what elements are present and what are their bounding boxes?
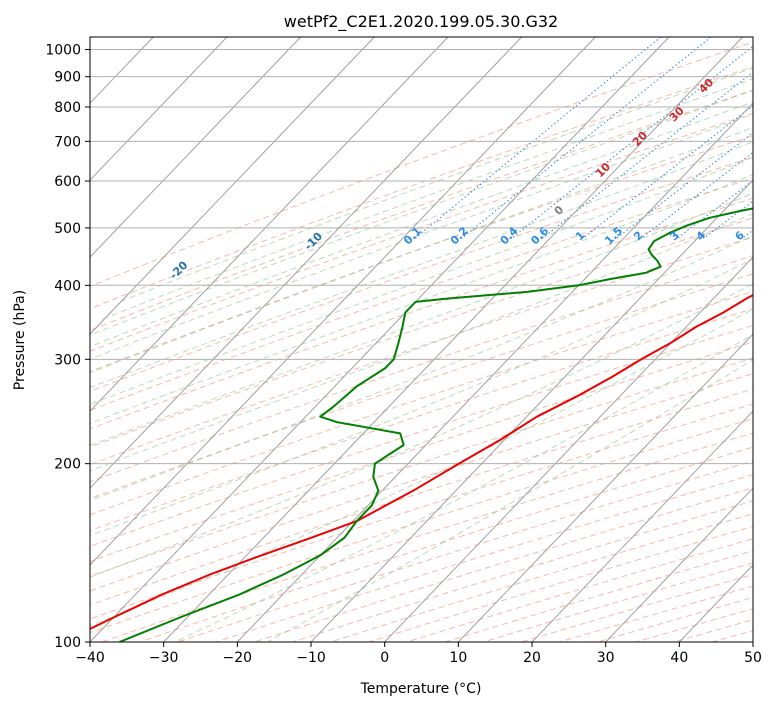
y-tick-label: 400 — [54, 278, 81, 294]
dry-adiabat-line — [90, 373, 753, 592]
y-tick-label: 200 — [54, 457, 81, 473]
isotherm-line — [90, 37, 228, 181]
dry-adiabat-line — [90, 324, 753, 547]
pressure-gridlines — [90, 49, 753, 642]
mixing-ratio-line — [511, 45, 753, 239]
plot-frame — [89, 36, 754, 643]
mixing-ratio-line — [414, 37, 662, 239]
plot-area: -100-90-80-70-60-50-40-30-20-10010203040… — [90, 37, 753, 642]
moist-adiabat-line — [174, 334, 753, 642]
isotherm-line — [163, 37, 744, 642]
y-axis-ticks: 100 200 300 400 500 600 700 800 900 1000 — [45, 43, 90, 651]
isotherms — [90, 37, 753, 642]
isotherm-line — [236, 102, 753, 642]
x-tick-label: 30 — [597, 650, 615, 666]
profile-series — [90, 207, 753, 642]
x-tick-label: 10 — [449, 650, 467, 666]
y-tick-label: 300 — [54, 352, 81, 368]
isotherm-line — [90, 37, 302, 258]
x-tick-label: −10 — [296, 650, 326, 666]
isotherm-line — [90, 37, 670, 642]
mixing-ratio-lines — [414, 37, 753, 239]
y-tick-label: 1000 — [45, 43, 81, 59]
x-tick-label: 0 — [380, 650, 389, 666]
dry-adiabat-line — [90, 66, 753, 310]
moist-adiabats — [90, 67, 753, 642]
mixing-ratio-line — [541, 71, 753, 239]
dry-adiabat-line — [90, 41, 753, 287]
dry-adiabat-line — [90, 89, 753, 331]
dry-adiabat-line — [90, 177, 753, 411]
x-tick-label: −20 — [223, 650, 253, 666]
moist-adiabat-line — [90, 173, 753, 425]
isotherm-line — [457, 333, 753, 642]
isotherm-line — [90, 37, 523, 489]
x-tick-label: 40 — [670, 650, 688, 666]
isotherm-line — [90, 37, 449, 412]
isotherm-line — [531, 410, 753, 642]
y-tick-label: 800 — [54, 100, 81, 116]
x-tick-label: 20 — [523, 650, 541, 666]
dry-adiabat-line — [90, 197, 753, 430]
x-tick-label: −30 — [149, 650, 179, 666]
dry-adiabat-line — [90, 236, 753, 466]
isotherm-line — [384, 256, 753, 642]
moist-adiabat-line — [90, 89, 753, 336]
y-tick-label: 700 — [54, 134, 81, 150]
isotherm-line — [605, 487, 753, 642]
y-tick-label: 600 — [54, 174, 81, 190]
x-axis-ticks: −40 −30 −20 −10 0 10 20 30 40 50 — [75, 642, 762, 666]
x-tick-label: −40 — [75, 650, 105, 666]
moist-adiabat-line — [90, 141, 753, 389]
moist-adiabat-line — [90, 235, 753, 502]
moist-adiabat-line — [90, 212, 753, 472]
moist-adiabat-line — [90, 156, 753, 405]
y-tick-label: 900 — [54, 70, 81, 86]
moist-adiabat-line — [101, 78, 753, 321]
isotherm-line — [310, 179, 753, 642]
chart-title: wetPf2_C2E1.2020.199.05.30.G32 — [284, 12, 558, 32]
x-tick-label: 50 — [744, 650, 762, 666]
y-tick-label: 500 — [54, 221, 81, 237]
dewpoint-line — [119, 207, 753, 642]
temperature-line — [90, 293, 753, 630]
isotherm-line — [90, 37, 596, 566]
moist-adiabat-line — [90, 113, 753, 360]
dry-adiabat-line — [90, 388, 753, 606]
moist-adiabat-line — [90, 308, 753, 627]
y-tick-label: 100 — [54, 635, 81, 651]
moist-adiabat-line — [90, 101, 753, 348]
mixing-ratio-line — [582, 104, 753, 239]
isotherm-line — [90, 37, 375, 335]
x-axis-label: Temperature (°C) — [360, 681, 482, 697]
dry-adiabat-line — [90, 290, 753, 516]
moist-adiabat-line — [90, 126, 753, 374]
y-axis-label: Pressure (hPa) — [12, 290, 28, 390]
